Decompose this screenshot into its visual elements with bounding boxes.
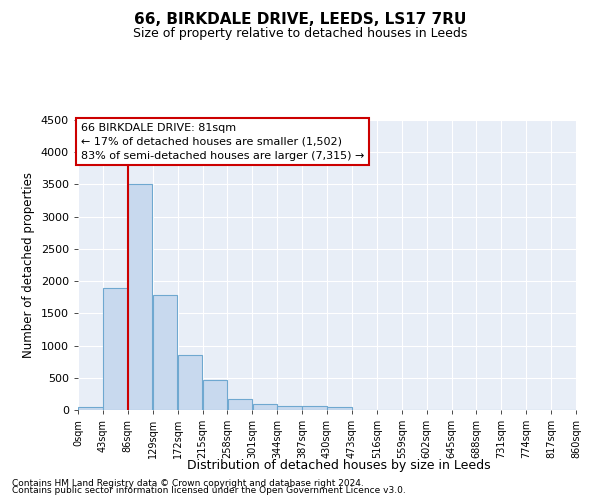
Text: Distribution of detached houses by size in Leeds: Distribution of detached houses by size …: [187, 458, 491, 471]
Text: 66 BIRKDALE DRIVE: 81sqm
← 17% of detached houses are smaller (1,502)
83% of sem: 66 BIRKDALE DRIVE: 81sqm ← 17% of detach…: [81, 122, 364, 160]
Bar: [253, 404, 277, 410]
Text: Contains HM Land Registry data © Crown copyright and database right 2024.: Contains HM Land Registry data © Crown c…: [12, 478, 364, 488]
Bar: [302, 406, 327, 410]
Bar: [203, 380, 227, 410]
Bar: [78, 407, 103, 410]
Bar: [178, 355, 202, 410]
Bar: [153, 294, 178, 410]
Y-axis label: Number of detached properties: Number of detached properties: [22, 172, 35, 358]
Text: Contains public sector information licensed under the Open Government Licence v3: Contains public sector information licen…: [12, 486, 406, 495]
Bar: [128, 184, 152, 410]
Text: Size of property relative to detached houses in Leeds: Size of property relative to detached ho…: [133, 28, 467, 40]
Text: 66, BIRKDALE DRIVE, LEEDS, LS17 7RU: 66, BIRKDALE DRIVE, LEEDS, LS17 7RU: [134, 12, 466, 28]
Bar: [327, 408, 352, 410]
Bar: [103, 288, 128, 410]
Bar: [277, 406, 302, 410]
Bar: [227, 399, 252, 410]
